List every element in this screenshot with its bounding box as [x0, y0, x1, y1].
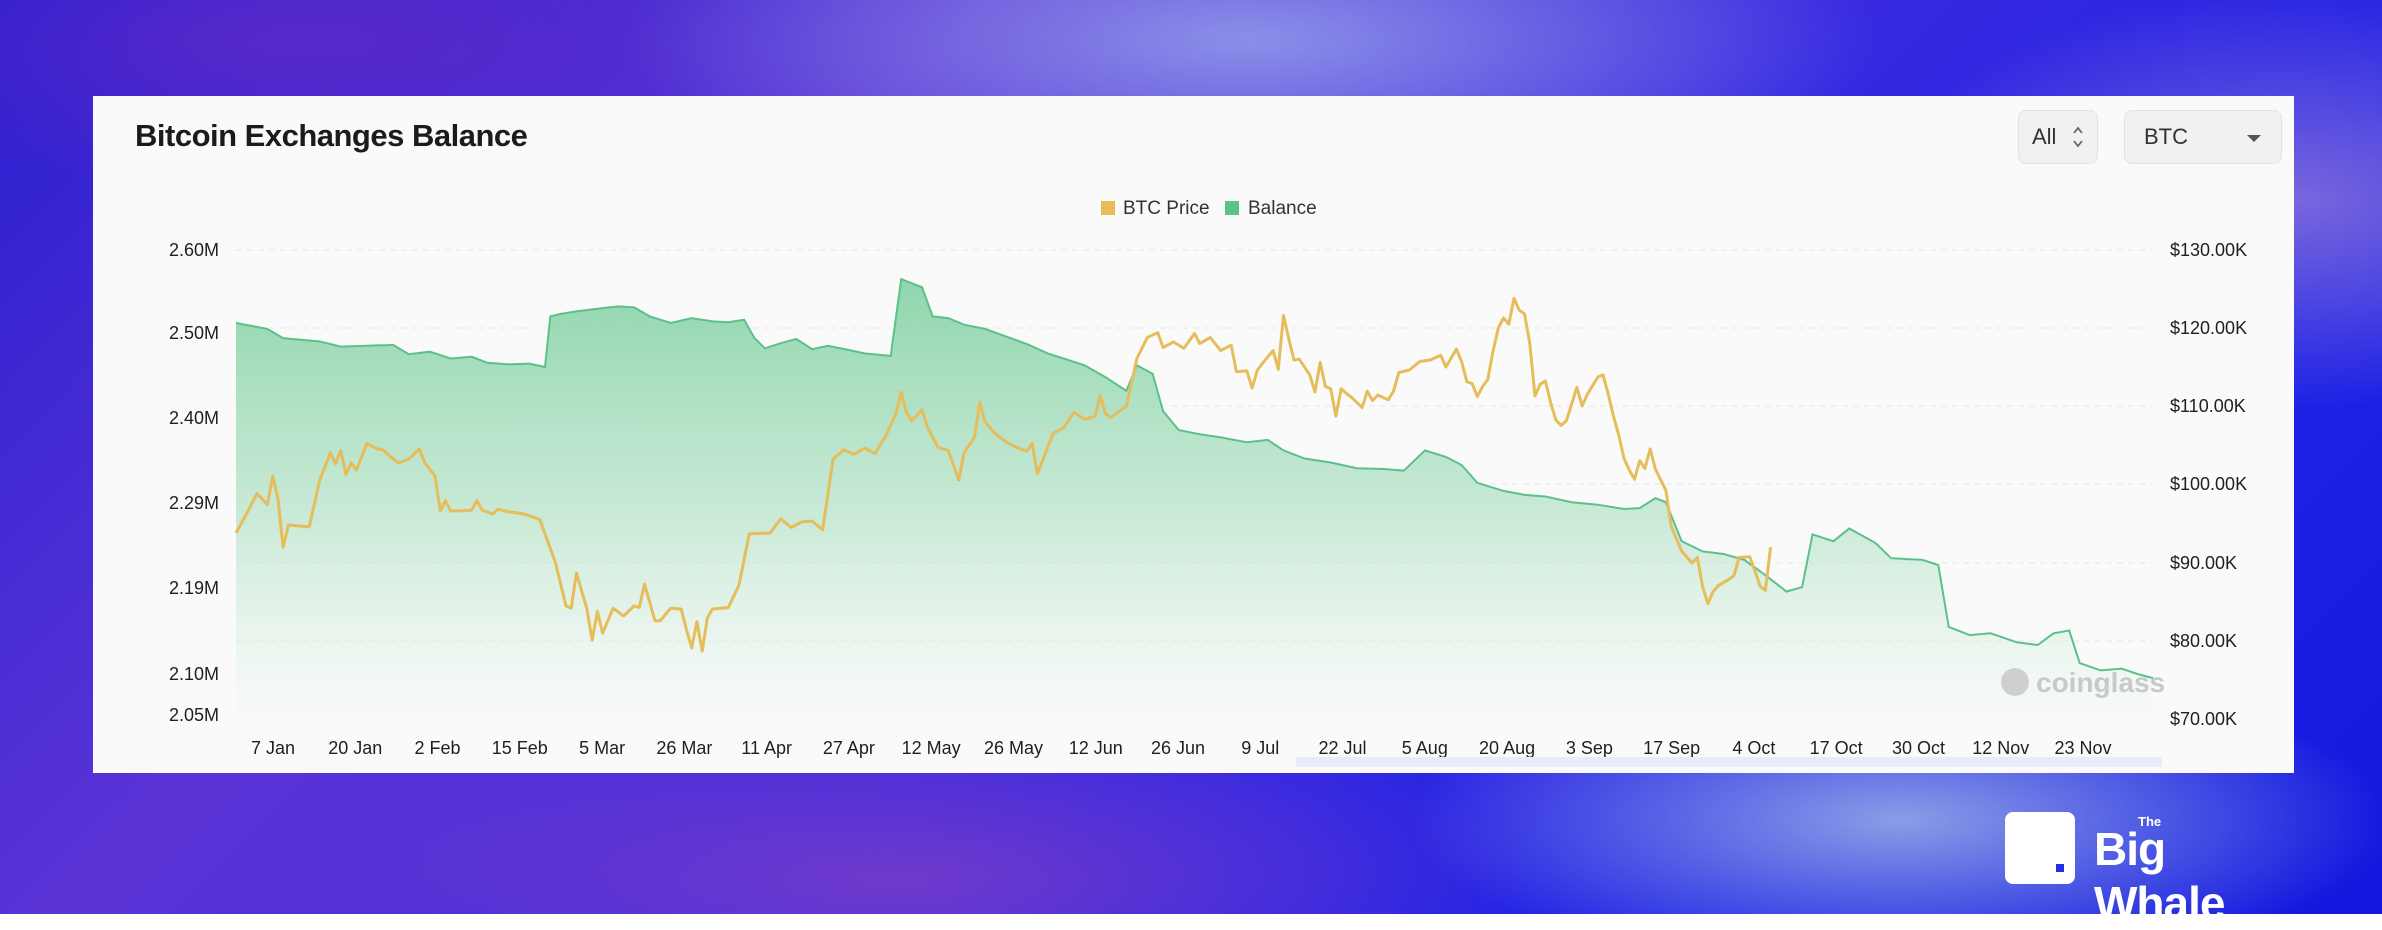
- x-tick-label: 5 Mar: [579, 738, 625, 758]
- updown-chevron-icon: [2073, 126, 2083, 148]
- legend-swatch-btc-price: [1101, 201, 1115, 215]
- x-tick-label: 3 Sep: [1566, 738, 1613, 758]
- btc-price-line: [234, 296, 1773, 653]
- y-right-tick-label: $110.00K: [2170, 396, 2246, 416]
- y-left-tick-label: 2.50M: [169, 323, 219, 343]
- y-right-tick-label: $70.00K: [2170, 709, 2237, 729]
- chart-legend: BTC Price Balance: [1101, 198, 1317, 219]
- y-left-tick-label: 2.19M: [169, 578, 219, 598]
- x-tick-label: 12 May: [902, 738, 961, 758]
- coin-select[interactable]: BTC: [2124, 110, 2282, 164]
- y-right-tick-label: $80.00K: [2170, 631, 2237, 651]
- y-left-tick-label: 2.60M: [169, 240, 219, 260]
- y-right-tick-label: $120.00K: [2170, 318, 2247, 338]
- x-tick-label: 20 Aug: [1479, 738, 1535, 758]
- x-tick-label: 12 Jun: [1069, 738, 1123, 758]
- x-tick-label: 26 Jun: [1151, 738, 1205, 758]
- balance-line: [235, 277, 2154, 680]
- chart-series: [234, 277, 2154, 715]
- x-tick-label: 11 Apr: [741, 738, 792, 758]
- x-tick-label: 26 May: [984, 738, 1043, 758]
- x-tick-label: 27 Apr: [823, 738, 875, 758]
- x-tick-label: 9 Jul: [1241, 738, 1279, 758]
- coinglass-logo-icon: [2001, 668, 2029, 696]
- coinglass-watermark-text: coinglass: [2036, 667, 2165, 698]
- x-tick-label: 30 Oct: [1892, 738, 1945, 758]
- legend-label-balance: Balance: [1248, 198, 1317, 219]
- x-tick-label: 5 Aug: [1402, 738, 1448, 758]
- x-tick-label: 17 Oct: [1810, 738, 1863, 758]
- legend-swatch-balance: [1225, 201, 1239, 215]
- y-right-tick-label: $100.00K: [2170, 474, 2247, 494]
- big-whale-logo: The Big Whale: [2000, 812, 2300, 929]
- x-tick-label: 12 Nov: [1972, 738, 2029, 758]
- big-whale-logo-mark: [2005, 812, 2075, 884]
- chart-title: Bitcoin Exchanges Balance: [135, 118, 528, 153]
- chart-svg: BTC Price Balance 2.60M2.50M2.40M2.29M2.…: [169, 198, 2247, 767]
- x-axis: 7 Jan 20 Jan 2 Feb 15 Feb 5 Mar 26 Mar 11 Apr 2…: [251, 738, 2112, 758]
- coinglass-watermark: coinglass: [2001, 667, 2165, 698]
- caret-down-icon: [2247, 135, 2261, 142]
- y-left-tick-label: 2.29M: [169, 493, 219, 513]
- y-axis-left: 2.60M 2.50M 2.40M 2.29M 2.19M 2.10M 2.05M: [169, 240, 219, 725]
- brand-prefix: The: [2138, 814, 2162, 829]
- legend-label-btc-price: BTC Price: [1123, 198, 1210, 219]
- y-axis-right: $130.00K $120.00K $110.00K $100.00K $90.00K $…: [2170, 240, 2247, 729]
- balance-area: [236, 279, 2153, 715]
- y-left-tick-label: 2.10M: [169, 664, 219, 684]
- y-left-tick-label: 2.05M: [169, 705, 219, 725]
- coin-label: BTC: [2144, 124, 2188, 149]
- big-whale-logo-dot: [2056, 864, 2064, 872]
- range-label: All: [2032, 124, 2057, 149]
- x-tick-label: 7 Jan: [251, 738, 295, 758]
- y-right-tick-label: $90.00K: [2170, 553, 2237, 573]
- range-select[interactable]: All: [2018, 110, 2098, 164]
- x-tick-label: 17 Sep: [1643, 738, 1700, 758]
- x-tick-label: 15 Feb: [492, 738, 548, 758]
- x-tick-label: 2 Feb: [415, 738, 461, 758]
- y-right-tick-label: $130.00K: [2170, 240, 2247, 260]
- x-tick-label: 20 Jan: [328, 738, 382, 758]
- x-tick-label: 4 Oct: [1732, 738, 1775, 758]
- x-tick-label: 26 Mar: [656, 738, 712, 758]
- y-left-tick-label: 2.40M: [169, 408, 219, 428]
- x-tick-label: 23 Nov: [2054, 738, 2111, 758]
- x-tick-label: 22 Jul: [1319, 738, 1367, 758]
- range-scrollbar[interactable]: [1296, 757, 2162, 767]
- chart-panel: Bitcoin Exchanges Balance All BTC BTC Pr…: [93, 96, 2294, 773]
